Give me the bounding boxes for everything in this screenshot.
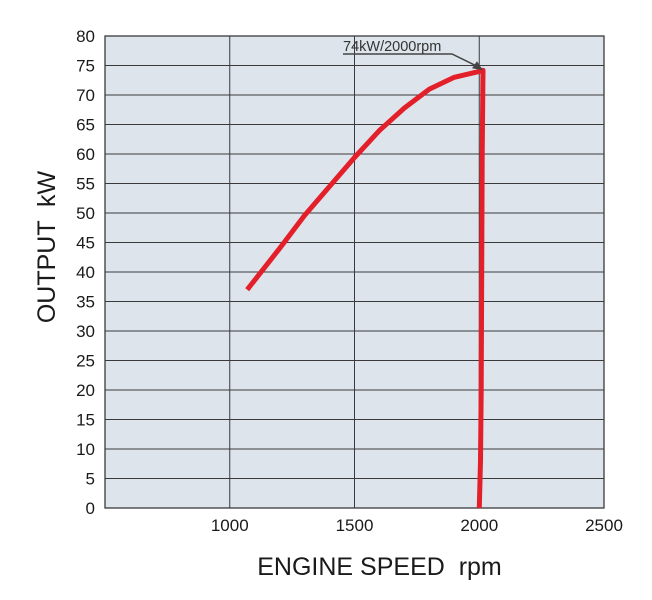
x-tick-label: 2500 (585, 516, 623, 535)
y-tick-label: 45 (76, 234, 95, 253)
y-axis-title: OUTPUT kW (33, 170, 61, 323)
y-tick-label: 10 (76, 440, 95, 459)
y-tick-label: 5 (86, 470, 95, 489)
y-tick-label: 65 (76, 116, 95, 135)
y-tick-label: 0 (86, 499, 95, 518)
y-tick-label: 30 (76, 322, 95, 341)
x-tick-label: 2000 (460, 516, 498, 535)
y-tick-label: 25 (76, 352, 95, 371)
y-tick-label: 15 (76, 411, 95, 430)
x-tick-labels: 1000 1500 2000 2500 (211, 516, 623, 535)
x-tick-label: 1000 (211, 516, 249, 535)
annotation-leader-line (343, 53, 480, 68)
x-tick-label: 1500 (336, 516, 374, 535)
y-tick-label: 55 (76, 175, 95, 194)
y-tick-label: 80 (76, 27, 95, 46)
y-tick-label: 75 (76, 57, 95, 76)
y-tick-label: 70 (76, 86, 95, 105)
y-tick-label: 35 (76, 293, 95, 312)
y-tick-labels: 0 5 10 15 20 25 30 35 40 45 50 55 60 65 70 75 80 (76, 27, 95, 518)
annotation-label: 74kW/2000rpm (343, 39, 441, 55)
output-curve (245, 67, 486, 509)
x-axis-title: ENGINE SPEED rpm (257, 553, 502, 581)
y-tick-label: 20 (76, 381, 95, 400)
y-tick-label: 40 (76, 263, 95, 282)
y-tick-label: 60 (76, 145, 95, 164)
peak-annotation: 74kW/2000rpm (343, 39, 483, 71)
y-tick-label: 50 (76, 204, 95, 223)
annotation-arrow-icon (471, 61, 483, 71)
